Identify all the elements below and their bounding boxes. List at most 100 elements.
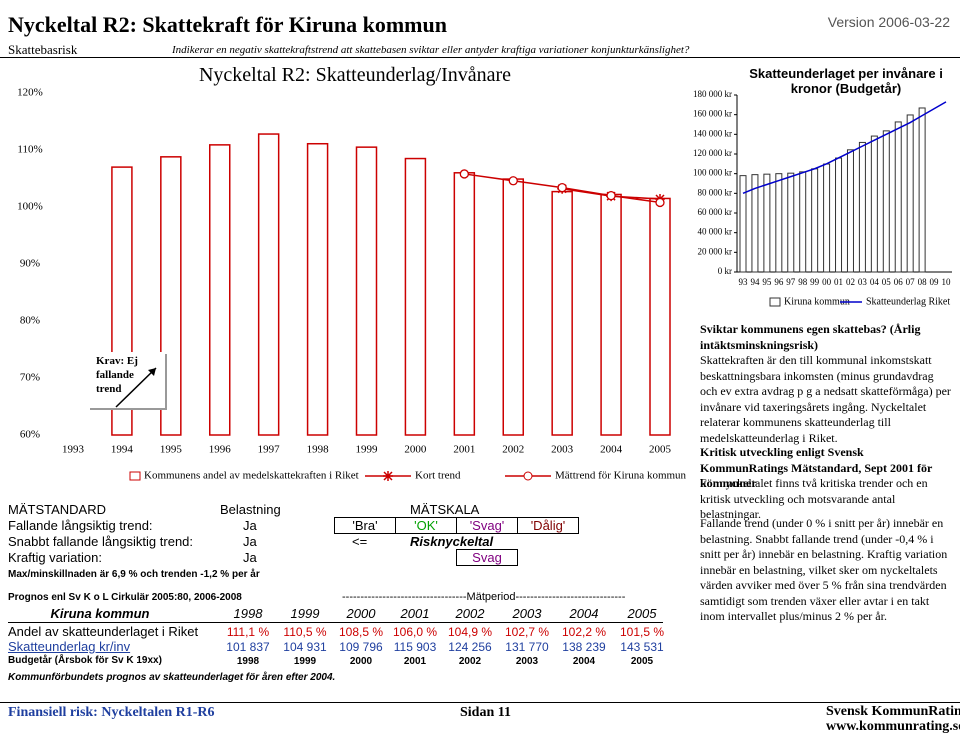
divider: [0, 702, 960, 703]
ms-row: Kraftig variation:: [8, 550, 102, 565]
table-header: 2000: [346, 606, 376, 621]
marker: [459, 169, 469, 179]
table-header: 2004: [569, 606, 599, 621]
cell: 138 239: [562, 640, 606, 654]
table-header: 1999: [290, 606, 320, 621]
cell: 101 837: [226, 640, 270, 654]
ms-header: MÄTSKALA: [410, 502, 480, 517]
sidebar-text: Fallande trend (under 0 % i snitt per år…: [700, 516, 948, 623]
y-tick-label: 120%: [17, 87, 43, 99]
y-tick-label: 160 000 kr: [693, 109, 732, 119]
legend-marker: [523, 471, 533, 481]
table-header: 2005: [627, 606, 657, 621]
x-tick-label: 94: [750, 277, 760, 287]
sidebar-text: För nyckeltalet finns två kritiska trend…: [700, 476, 928, 521]
y-tick-label: 80 000 kr: [698, 187, 733, 197]
cell: 2002: [458, 656, 482, 667]
x-tick-label: 09: [930, 277, 940, 287]
cell: 124 256: [448, 640, 492, 654]
y-tick-label: 100 000 kr: [693, 168, 732, 178]
cell: 1999: [293, 656, 317, 667]
bar: [799, 171, 807, 273]
cell: 2001: [403, 656, 427, 667]
x-tick-label: 96: [774, 277, 784, 287]
bar: [209, 144, 231, 436]
table-header: 2001: [400, 606, 430, 621]
cell: 104 931: [283, 640, 327, 654]
x-tick-label: 2003: [551, 444, 574, 456]
ms-header: MÄTSTANDARD: [8, 502, 106, 517]
chart-title: Skatteunderlaget per invånare i kronor (…: [749, 66, 943, 96]
legend-label: Skatteunderlag Riket: [866, 296, 950, 307]
x-tick-label: 97: [786, 277, 796, 287]
bar: [906, 114, 914, 273]
x-tick-label: 03: [858, 277, 868, 287]
y-tick-label: 60%: [20, 429, 40, 441]
bar: [787, 172, 795, 273]
legend-label: Kort trend: [415, 470, 461, 482]
legend-swatch: [769, 297, 781, 307]
cell: 143 531: [620, 640, 664, 654]
ms-row: Fallande långsiktig trend:: [8, 518, 153, 533]
cell: 104,9 %: [447, 625, 493, 639]
bar: [823, 163, 831, 273]
cell: 102,7 %: [504, 625, 550, 639]
ms-value: Ja: [243, 518, 257, 533]
x-tick-label: 01: [834, 277, 843, 287]
x-tick-label: 02: [846, 277, 855, 287]
chart-title: Nyckeltal R2: Skatteunderlag/Invånare: [198, 64, 512, 86]
krav-box: Krav: Ej fallande trend: [88, 352, 165, 408]
cell: 2000: [349, 656, 373, 667]
cell: 2004: [572, 656, 596, 667]
y-tick-label: 90%: [20, 258, 40, 270]
sidebar-heading: Sviktar kommunens egen skattebas? (Årlig…: [700, 322, 921, 352]
cell: 108,5 %: [338, 625, 384, 639]
page-title: Nyckeltal R2: Skattekraft för Kiruna kom…: [8, 12, 447, 37]
prognos-footnote: Kommunförbundets prognos av skatteunderl…: [8, 672, 336, 683]
x-tick-label: 06: [894, 277, 904, 287]
prognos-period: ----------------------------------Mätper…: [342, 591, 626, 603]
row-label: Budgetår (Årsbok för Sv K 19xx): [8, 655, 162, 666]
sidebar-text: Skattekraften är den till kommunal inkom…: [700, 353, 951, 445]
y-tick-label: 20 000 kr: [698, 246, 733, 256]
subtitle: Indikerar en negativ skattekraftstrend a…: [172, 44, 690, 56]
footer-url: www.kommunrating.se: [826, 719, 960, 734]
x-tick-label: 1999: [356, 444, 379, 456]
table-rule: [8, 622, 663, 623]
x-tick-label: 00: [822, 277, 832, 287]
cell: 111,1 %: [226, 625, 270, 639]
bar: [355, 146, 378, 436]
footer-left: Finansiell risk: Nyckeltalen R1-R6: [8, 705, 215, 720]
y-tick-label: 110%: [17, 144, 42, 156]
scale-dalig: 'Dålig': [517, 517, 579, 534]
y-tick-label: 120 000 kr: [693, 148, 732, 158]
cell: 101,5 %: [619, 625, 665, 639]
table-header: 2003: [512, 606, 542, 621]
bar: [404, 157, 427, 436]
cell: 2003: [515, 656, 539, 667]
version: Version 2006-03-22: [827, 14, 950, 30]
y-tick-label: 0 kr: [718, 266, 732, 276]
marker: [557, 182, 567, 193]
y-tick-label: 140 000 kr: [693, 128, 732, 138]
table-header: Kiruna kommun: [50, 606, 150, 621]
table-header: 1998: [233, 606, 263, 621]
x-tick-label: 2001: [453, 444, 475, 456]
bar: [846, 149, 854, 273]
x-tick-label: 2000: [404, 444, 427, 456]
cell: 131 770: [505, 640, 549, 654]
cell: 1998: [236, 656, 260, 667]
legend-marker: [383, 471, 393, 481]
krav-arrow: [115, 367, 157, 408]
category: Skattebasrisk: [8, 42, 78, 57]
legend-label: Mättrend för Kiruna kommun: [555, 470, 687, 482]
y-tick-label: 60 000 kr: [698, 207, 733, 217]
arrow: <=: [352, 534, 368, 549]
risk-value: Svag: [456, 549, 518, 566]
x-tick-label: 07: [906, 277, 916, 287]
risk-label: Risknyckeltal: [410, 534, 494, 549]
bar: [502, 178, 524, 436]
cell: 115 903: [393, 640, 437, 654]
